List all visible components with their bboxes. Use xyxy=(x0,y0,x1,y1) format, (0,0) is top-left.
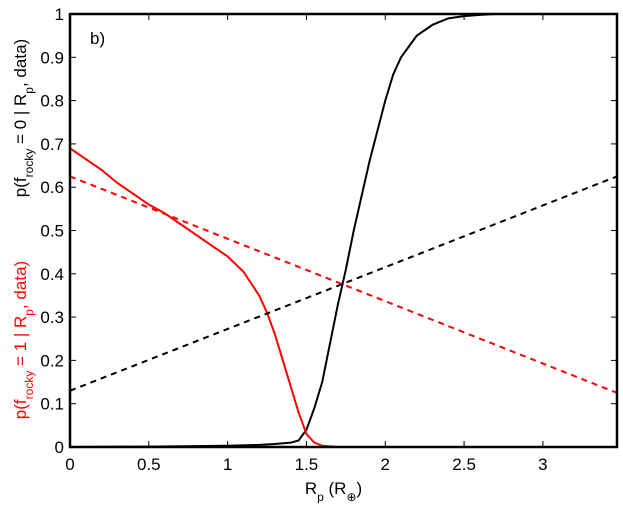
subscript: ⊕ xyxy=(346,490,356,503)
y-tick-label: 0 xyxy=(55,438,64,457)
line xyxy=(70,147,617,447)
x-tick-label: 2.5 xyxy=(452,455,476,474)
label-part: , data) xyxy=(11,261,30,309)
label-part: R xyxy=(305,479,317,498)
y-tick-label: 1 xyxy=(55,5,64,24)
subscript: rocky xyxy=(22,371,36,400)
x-tick-label: 1.5 xyxy=(295,455,319,474)
y-tick-label: 0.5 xyxy=(40,222,64,241)
y-tick-label: 0.2 xyxy=(40,351,64,370)
y-tick-label: 0.1 xyxy=(40,395,64,414)
subscript: p xyxy=(22,87,36,94)
label-part: p(f xyxy=(11,399,30,419)
y-tick-label: 0.9 xyxy=(40,48,64,67)
x-tick-label: 2 xyxy=(381,455,390,474)
line xyxy=(70,14,617,447)
plot-frame xyxy=(68,12,619,449)
line xyxy=(70,175,617,392)
x-tick-label: 3 xyxy=(538,455,547,474)
label-part: , data) xyxy=(11,39,30,87)
subscript: p xyxy=(22,309,36,316)
annotation: b) xyxy=(90,29,105,48)
y-tick-label: 0.3 xyxy=(40,308,64,327)
x-tick-label: 1 xyxy=(223,455,232,474)
y-tick-label: 0.4 xyxy=(40,265,64,284)
x-axis-label: Rp (R⊕) xyxy=(305,479,362,503)
y-axis-label: p(frocky = 1 | Rp, data) xyxy=(11,261,36,419)
x-tick-label: 0.5 xyxy=(137,455,161,474)
x-tick-label: 0 xyxy=(65,455,74,474)
label-part: ) xyxy=(357,479,363,498)
label-part: = 0 | R xyxy=(11,94,30,149)
y-tick-label: 0.8 xyxy=(40,92,64,111)
y-axis-label: p(frocky = 0 | Rp, data) xyxy=(11,39,36,197)
subscript: rocky xyxy=(22,149,36,178)
label-part: = 1 | R xyxy=(11,316,30,371)
label-part: p(f xyxy=(11,177,30,197)
subscript: p xyxy=(317,490,324,503)
y-tick-label: 0.7 xyxy=(40,135,64,154)
label-part: (R xyxy=(324,479,347,498)
y-tick-label: 0.6 xyxy=(40,178,64,197)
